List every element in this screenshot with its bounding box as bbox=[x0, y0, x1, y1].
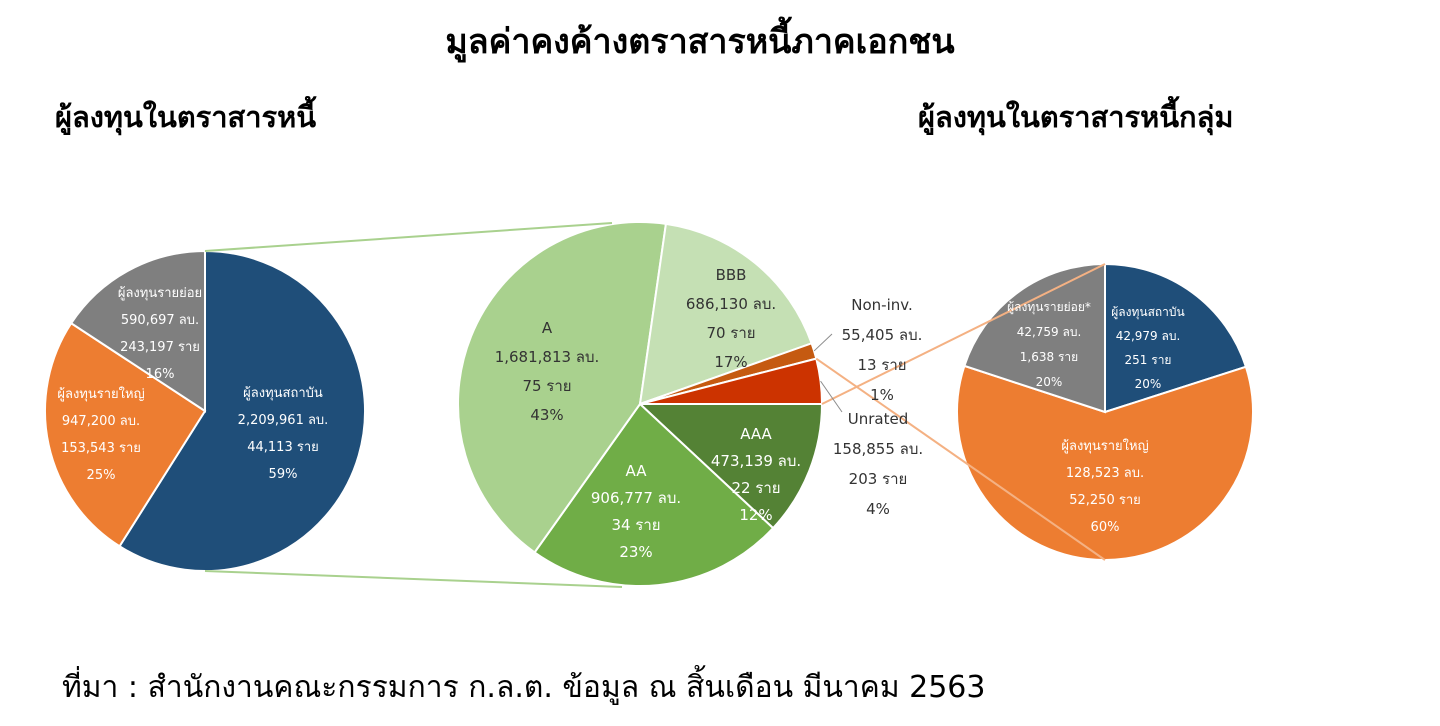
pie1-label-3-line-2: 590,697 ลบ. bbox=[121, 313, 199, 328]
pie3-label-1-line-3: 251 ราย bbox=[1125, 353, 1172, 367]
pie2-label-2-line-2: 906,777 ลบ. bbox=[591, 489, 681, 507]
pie3-label-1-line-2: 42,979 ลบ. bbox=[1116, 329, 1181, 343]
pie1-label-1-line-4: 59% bbox=[269, 467, 298, 482]
pie3-label-2-line-2: 128,523 ลบ. bbox=[1066, 466, 1144, 481]
pie3-slice-1 bbox=[1104, 262, 1248, 414]
pie1-label-2-line-4: 25% bbox=[87, 468, 116, 483]
pie3-label-3-line-4: 20% bbox=[1036, 375, 1063, 389]
pie1-label-3-line-4: 16% bbox=[146, 367, 175, 382]
connector-top-green bbox=[204, 222, 613, 252]
pie2-label-1-line-3: 22 ราย bbox=[731, 479, 780, 497]
pie3-label-3-line-3: 1,638 ราย bbox=[1020, 350, 1078, 364]
pie1-label-2-line-1: ผู้ลงทุนรายใหญ่ bbox=[57, 386, 144, 402]
pie2-label-2-line-4: 23% bbox=[619, 543, 652, 561]
pie1-slice-1 bbox=[118, 249, 366, 572]
pie2-label-1-line-1: AAA bbox=[740, 425, 772, 443]
pie3-slice-3 bbox=[963, 262, 1106, 414]
pie3-label-3-line-1: ผู้ลงทุนรายย่อย* bbox=[1007, 300, 1091, 315]
right-pie-title: ผู้ลงทุนในตราสารหนี้กลุ่ม bbox=[918, 100, 1234, 134]
pie2-label-6-line-2: 158,855 ลบ. bbox=[833, 440, 923, 458]
pie2-label-1-line-2: 473,139 ลบ. bbox=[711, 452, 801, 470]
pie2-label-6-line-1: Unrated bbox=[848, 410, 908, 428]
left-pie-title: ผู้ลงทุนในตราสารหนี้ bbox=[55, 100, 317, 134]
pie2-label-5-line-3: 13 ราย bbox=[857, 356, 906, 374]
pie2-label-4-line-1: BBB bbox=[716, 266, 747, 284]
pie2-label-5-line-2: 55,405 ลบ. bbox=[842, 326, 923, 344]
pie2-label-3-line-1: A bbox=[542, 319, 553, 337]
pie2-slice-4 bbox=[638, 222, 813, 406]
pie2-label-4-line-4: 17% bbox=[714, 353, 747, 371]
pie2-label-5-line-4: 1% bbox=[870, 386, 894, 404]
leader-noninv bbox=[813, 333, 833, 352]
pie1-label-1-line-2: 2,209,961 ลบ. bbox=[238, 413, 329, 428]
pie1-label-1-line-1: ผู้ลงทุนสถาบัน bbox=[243, 386, 323, 401]
leader-unrated bbox=[820, 380, 843, 413]
pie1-label-3-line-3: 243,197 ราย bbox=[120, 340, 200, 355]
pie2-label-3-line-3: 75 ราย bbox=[522, 377, 571, 395]
source-note: ที่มา : สำนักงานคณะกรรมการ ก.ล.ต. ข้อมูล… bbox=[62, 670, 986, 705]
pie2-label-6-line-4: 4% bbox=[866, 500, 890, 518]
pie3-label-2-line-4: 60% bbox=[1091, 520, 1120, 535]
pie1-slice-3 bbox=[69, 249, 206, 413]
pie1-label-2-line-3: 153,543 ราย bbox=[61, 441, 141, 456]
pie2-label-3-line-4: 43% bbox=[530, 406, 563, 424]
pie3-label-2-line-1: ผู้ลงทุนรายใหญ่ bbox=[1061, 438, 1148, 454]
connector-top-orange bbox=[821, 263, 1106, 405]
pie1-label-2-line-2: 947,200 ลบ. bbox=[62, 414, 140, 429]
pie2-label-5-line-1: Non-inv. bbox=[851, 296, 912, 314]
pie3-label-1-line-1: ผู้ลงทุนสถาบัน bbox=[1111, 305, 1185, 320]
pie2-slice-3 bbox=[457, 221, 668, 554]
pie1-label-1-line-3: 44,113 ราย bbox=[247, 440, 319, 455]
pie2-label-1-line-4: 12% bbox=[739, 506, 772, 524]
pie3-label-2-line-3: 52,250 ราย bbox=[1069, 493, 1141, 508]
pie1-slice-2 bbox=[44, 321, 207, 548]
pie2-slice-2 bbox=[533, 402, 775, 587]
pie2-label-3-line-2: 1,681,813 ลบ. bbox=[495, 348, 600, 366]
pie2-label-4-line-2: 686,130 ลบ. bbox=[686, 295, 776, 313]
page-title: มูลค่าคงค้างตราสารหนี้ภาคเอกชน bbox=[445, 22, 955, 62]
pie3-label-3-line-2: 42,759 ลบ. bbox=[1017, 325, 1082, 339]
pie2-label-2-line-3: 34 ราย bbox=[611, 516, 660, 534]
pie2-label-6-line-3: 203 ราย bbox=[849, 470, 908, 488]
connector-bottom-orange bbox=[815, 357, 1106, 561]
pie3-label-1-line-4: 20% bbox=[1135, 377, 1162, 391]
pie2-label-2-line-1: AA bbox=[626, 462, 648, 480]
pie1-label-3-line-1: ผู้ลงทุนรายย่อย bbox=[118, 286, 202, 301]
pie2-slice-1 bbox=[637, 403, 824, 530]
connector-bottom-green bbox=[204, 570, 623, 588]
pie2-label-4-line-3: 70 ราย bbox=[706, 324, 755, 342]
